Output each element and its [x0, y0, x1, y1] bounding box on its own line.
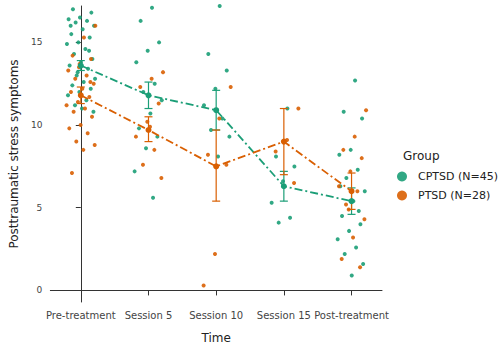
svg-text:Post-treatment: Post-treatment	[314, 310, 389, 321]
svg-text:PTSD (N=28): PTSD (N=28)	[418, 189, 490, 202]
svg-text:CPTSD (N=45): CPTSD (N=45)	[418, 170, 498, 183]
svg-text:Session 5: Session 5	[125, 310, 173, 321]
svg-text:Pre-treatment: Pre-treatment	[46, 310, 116, 321]
svg-text:5: 5	[37, 203, 43, 213]
svg-text:Group: Group	[403, 149, 440, 163]
svg-text:Session 10: Session 10	[189, 310, 243, 321]
svg-text:15: 15	[31, 37, 42, 47]
svg-text:Session 15: Session 15	[257, 310, 311, 321]
svg-text:10: 10	[31, 120, 43, 130]
svg-text:Posttraumatic stress symptoms: Posttraumatic stress symptoms	[7, 59, 21, 248]
svg-text:0: 0	[37, 285, 43, 295]
svg-text:Time: Time	[200, 331, 230, 345]
